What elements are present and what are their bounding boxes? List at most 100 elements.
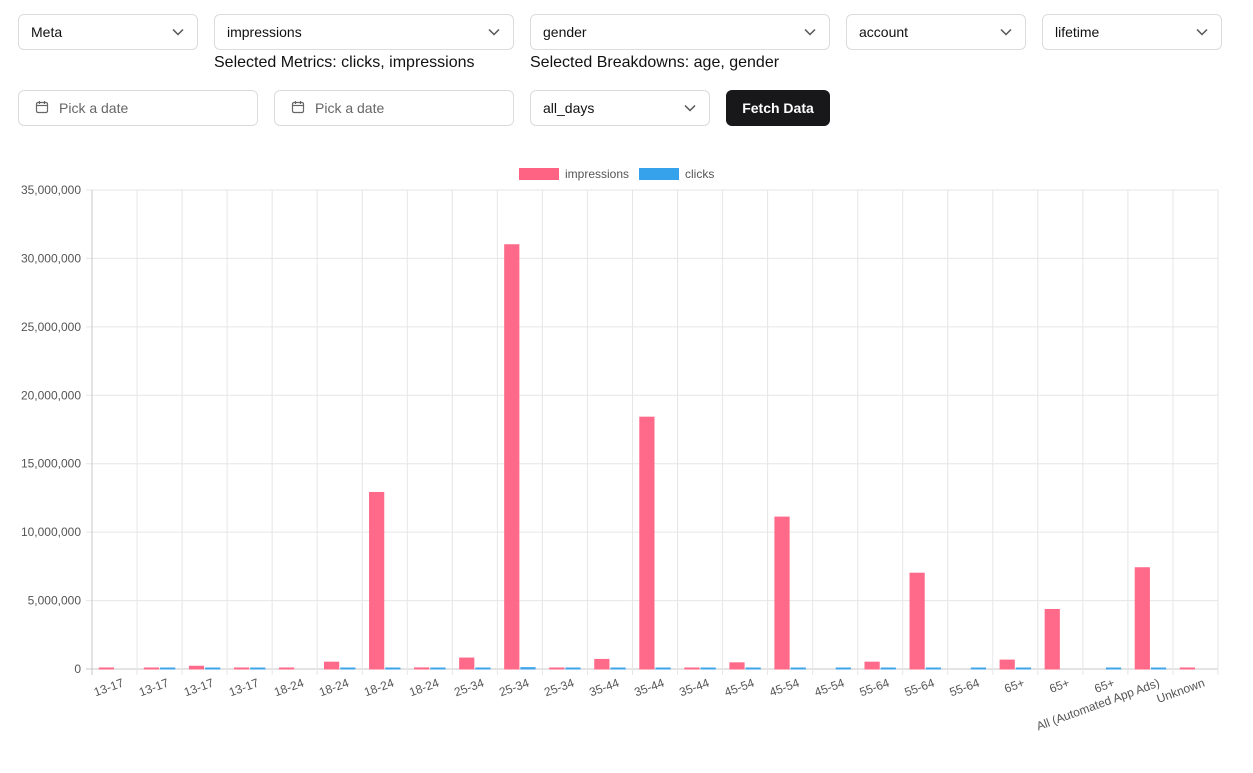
start-date-picker[interactable]: Pick a date (18, 90, 258, 126)
bar-chart: 0 5,000,000 10,000,000 15,000,000 20,000,000… (21, 167, 1219, 733)
start-date-placeholder: Pick a date (59, 100, 129, 116)
clicks-bar (745, 667, 761, 670)
clicks-bar (1150, 667, 1167, 670)
clicks-bar (880, 667, 896, 670)
x-tick-label: 25-34 (452, 676, 486, 700)
chevron-down-icon (487, 25, 501, 39)
x-tick-label: 18-24 (272, 676, 306, 700)
x-tick-label: 55-64 (858, 676, 892, 700)
clicks-bar (700, 667, 716, 670)
metric-select[interactable]: impressions (214, 14, 514, 50)
clicks-bar (160, 667, 176, 670)
impressions-bar (729, 662, 745, 670)
x-tick-label: 18-24 (362, 676, 396, 700)
clicks-bar (655, 667, 671, 670)
clicks-bar (835, 667, 851, 670)
date-preset-value: lifetime (1055, 24, 1100, 40)
fetch-data-button[interactable]: Fetch Data (726, 90, 830, 126)
y-tick-label: 5,000,000 (28, 594, 82, 608)
impressions-bar (864, 661, 880, 670)
x-tick-label: 13-17 (182, 676, 216, 700)
clicks-bar (520, 667, 536, 670)
platform-select[interactable]: Meta (18, 14, 198, 50)
impressions-bar (143, 667, 160, 670)
breakdown-value: gender (543, 24, 587, 40)
chevron-down-icon (803, 25, 817, 39)
impressions-bar (324, 661, 340, 670)
time-increment-select[interactable]: all_days (530, 90, 710, 126)
clicks-bar (1015, 667, 1032, 670)
x-tick-label: 18-24 (407, 676, 441, 700)
clicks-bar (610, 667, 626, 670)
clicks-bar (385, 667, 401, 670)
impressions-bar (188, 665, 205, 670)
clicks-bar (475, 667, 491, 670)
x-tick-label: 45-54 (813, 676, 847, 700)
x-tick-label: 55-64 (948, 676, 982, 700)
impressions-bar (999, 659, 1015, 670)
y-tick-label: 0 (74, 662, 81, 676)
calendar-icon (35, 100, 49, 117)
clicks-bar (790, 667, 806, 670)
time-increment-value: all_days (543, 100, 595, 116)
x-tick-label: 65+ (1047, 676, 1071, 696)
impressions-bar (1179, 667, 1195, 670)
x-tick-label: 13-17 (227, 676, 261, 700)
x-tick-label: 13-17 (137, 676, 171, 700)
impressions-bar (639, 416, 655, 670)
x-tick-label: 18-24 (317, 676, 351, 700)
impressions-bar (1134, 567, 1150, 670)
metric-value: impressions (227, 24, 302, 40)
x-tick-label: 55-64 (903, 676, 937, 700)
y-tick-label: 25,000,000 (21, 320, 81, 334)
clicks-bar (565, 667, 581, 670)
legend-label-impressions: impressions (565, 167, 629, 181)
chevron-down-icon (999, 25, 1013, 39)
impressions-bar (98, 667, 115, 670)
chevron-down-icon (171, 25, 185, 39)
x-tick-label: 35-44 (677, 676, 711, 700)
clicks-bar (340, 667, 356, 670)
clicks-bar (430, 667, 446, 670)
y-tick-label: 30,000,000 (21, 251, 81, 265)
selected-metrics-text: Selected Metrics: clicks, impressions (214, 54, 475, 71)
legend-swatch-impressions (519, 168, 559, 180)
impressions-bar (233, 667, 250, 670)
x-tick-label: 45-54 (768, 676, 802, 700)
x-tick-label: 35-44 (587, 676, 621, 700)
level-value: account (859, 24, 909, 40)
x-tick-label: 25-34 (497, 676, 531, 700)
impressions-bar (1044, 608, 1060, 670)
legend-swatch-clicks (639, 168, 679, 180)
level-select[interactable]: account (846, 14, 1026, 50)
x-tick-label: Unknown (1155, 676, 1207, 706)
clicks-bar (205, 667, 221, 670)
end-date-picker[interactable]: Pick a date (274, 90, 514, 126)
impressions-bar (909, 572, 925, 670)
impressions-bar (774, 516, 790, 670)
y-tick-label: 15,000,000 (21, 457, 81, 471)
breakdown-select[interactable]: gender (530, 14, 830, 50)
x-tick-label: 45-54 (722, 676, 756, 700)
clicks-bar (925, 667, 941, 670)
impressions-bar (459, 657, 475, 670)
end-date-placeholder: Pick a date (315, 100, 385, 116)
impressions-bar (369, 491, 385, 670)
clicks-bar (1105, 667, 1122, 670)
chevron-down-icon (1195, 25, 1209, 39)
impressions-bar (278, 667, 295, 670)
y-tick-label: 10,000,000 (21, 525, 81, 539)
impressions-bar (504, 244, 520, 670)
impressions-bar (594, 658, 610, 670)
x-tick-label: 13-17 (92, 676, 126, 700)
x-tick-label: 35-44 (632, 676, 666, 700)
x-tick-label: 65+ (1002, 676, 1026, 696)
y-tick-label: 20,000,000 (21, 388, 81, 402)
clicks-bar (970, 667, 986, 670)
x-tick-label: 25-34 (542, 676, 576, 700)
impressions-bar (684, 667, 700, 670)
selected-breakdowns-text: Selected Breakdowns: age, gender (530, 54, 780, 71)
date-preset-select[interactable]: lifetime (1042, 14, 1222, 50)
y-tick-label: 35,000,000 (21, 183, 81, 197)
legend-label-clicks: clicks (685, 167, 714, 181)
